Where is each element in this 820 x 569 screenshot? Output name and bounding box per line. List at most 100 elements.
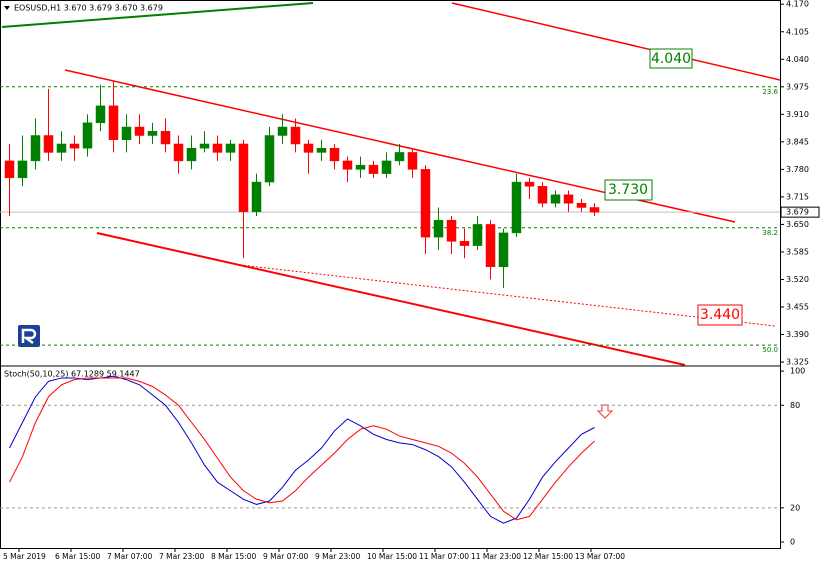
y-tick-label: 80	[790, 401, 800, 410]
channel-line	[96, 232, 686, 366]
candle-body	[147, 131, 158, 136]
x-tick-label: 11 Mar 07:00	[419, 552, 469, 561]
candle-body	[576, 202, 587, 208]
y-tick-label: 3.390	[786, 330, 809, 339]
candle-body	[30, 135, 41, 162]
y-tick-label: 3.520	[786, 275, 809, 284]
candle-body	[238, 143, 249, 212]
candle-body	[264, 135, 275, 183]
x-tick-label: 9 Mar 07:00	[263, 552, 309, 561]
candle-body	[368, 164, 379, 174]
annotation-box: 3.730	[604, 179, 653, 201]
candle-body	[121, 126, 132, 140]
x-tick-label: 5 Mar 2019	[3, 552, 46, 561]
candle-body	[472, 224, 483, 246]
y-tick-label: 3.910	[786, 110, 809, 119]
candle-body	[173, 143, 184, 162]
candle-body	[316, 147, 327, 153]
y-tick-label: 3.455	[786, 302, 809, 311]
fib-label: 38.2	[762, 229, 778, 237]
y-tick-label: 3.715	[786, 192, 809, 201]
y-tick-label: 3.650	[786, 220, 809, 229]
candle-body	[56, 143, 67, 153]
candle-body	[95, 105, 106, 124]
candle-body	[251, 181, 262, 212]
annotation: 3.730	[608, 182, 648, 198]
candle-body	[511, 181, 522, 234]
stoch-line	[9, 375, 595, 524]
y-tick-label: 3.325	[786, 358, 809, 367]
indicator-title: Stoch(50,10,25) 67.1289 59.1447	[4, 370, 140, 379]
y-tick-label: 100	[790, 367, 805, 376]
candle-body	[433, 219, 444, 238]
y-tick-label: 20	[790, 503, 800, 512]
x-tick-label: 7 Mar 07:00	[107, 552, 153, 561]
candle-body	[212, 143, 223, 153]
fib-label: 50.0	[762, 346, 778, 354]
y-tick-label: 0	[790, 538, 795, 547]
x-tick-label: 13 Mar 07:00	[575, 552, 625, 561]
candle-body	[277, 126, 288, 136]
y-tick-label: 3.975	[786, 82, 809, 91]
candle-body	[82, 122, 93, 149]
candle-body	[498, 232, 509, 268]
trend-line	[1, 2, 314, 28]
candle-body	[329, 147, 340, 162]
candle-body	[381, 160, 392, 174]
menu-arrow	[4, 6, 10, 10]
candle-body	[225, 143, 236, 153]
frame	[0, 0, 781, 549]
x-tick-label: 11 Mar 23:00	[471, 552, 521, 561]
annotation: 3.440	[700, 307, 740, 323]
dotted-line	[239, 264, 776, 327]
x-tick-label: 8 Mar 15:00	[211, 552, 257, 561]
current-price: 3.679	[786, 208, 809, 217]
candle-body	[342, 160, 353, 170]
price-tag	[780, 206, 820, 218]
candle-body	[550, 194, 561, 204]
stoch-line	[9, 377, 595, 521]
candle-body	[43, 135, 54, 153]
candle-body	[186, 147, 197, 162]
x-tick-label: 10 Mar 15:00	[367, 552, 417, 561]
y-tick-label: 4.040	[786, 55, 809, 64]
y-tick-label: 3.780	[786, 165, 809, 174]
down-arrow-icon	[596, 404, 614, 419]
candle-body	[589, 207, 600, 213]
candle-body	[394, 152, 405, 162]
annotation-box: 4.040	[649, 48, 693, 69]
candle-body	[446, 219, 457, 242]
candle-body	[420, 169, 431, 238]
candle-body	[108, 105, 119, 140]
x-tick-label: 7 Mar 23:00	[159, 552, 205, 561]
y-tick-label: 3.845	[786, 137, 809, 146]
annotation-box: 3.440	[697, 304, 743, 326]
candle-body	[524, 181, 535, 187]
candle-body	[485, 224, 496, 268]
y-tick-label: 3.585	[786, 247, 809, 256]
candle-body	[4, 160, 15, 179]
candle-body	[199, 143, 210, 149]
channel-line	[451, 2, 781, 81]
candle-body	[303, 143, 314, 153]
candle-body	[17, 160, 28, 179]
candle-body	[355, 164, 366, 170]
candle-body	[563, 194, 574, 204]
fib-label: 23.6	[762, 88, 778, 96]
x-tick-label: 6 Mar 15:00	[55, 552, 101, 561]
annotation: 4.040	[651, 51, 691, 67]
candle-body	[69, 143, 80, 149]
x-tick-label: 9 Mar 23:00	[315, 552, 361, 561]
y-tick-label: 4.105	[786, 27, 809, 36]
candle-body	[160, 131, 171, 145]
y-tick-label: 4.170	[786, 0, 809, 9]
candle-body	[290, 126, 301, 145]
candle-body	[537, 186, 548, 204]
chart-title: EOSUSD,H1 3.670 3.679 3.670 3.679	[14, 4, 163, 13]
candle-body	[134, 126, 145, 136]
candle-body	[459, 241, 470, 246]
logo	[18, 325, 40, 347]
candle-body	[407, 152, 418, 170]
